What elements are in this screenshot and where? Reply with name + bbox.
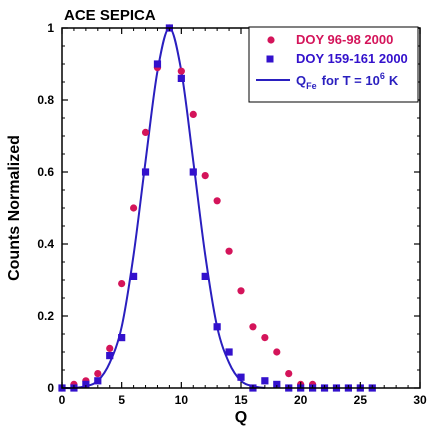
data-point-doy-96-98 [249,323,257,331]
data-point-doy-159-161 [94,377,102,385]
y-axis-label: Counts Normalized [6,135,23,281]
legend-marker-doy-159-161 [266,55,274,63]
x-tick-label: 20 [294,393,308,407]
legend-label-doy-159-161: DOY 159-161 2000 [296,51,408,66]
data-point-doy-159-161 [273,380,281,388]
x-tick-label: 30 [413,393,427,407]
data-point-doy-159-161 [201,272,209,280]
data-point-doy-96-98 [213,197,221,205]
data-point-doy-159-161 [237,373,245,381]
legend-label-doy-96-98: DOY 96-98 2000 [296,32,393,47]
data-point-doy-96-98 [94,370,102,378]
legend-label-end: K [389,73,399,88]
y-tick-label: 0.4 [37,237,54,251]
legend-label-middle: for T = 10 [322,73,380,88]
legend: DOY 96-98 2000 DOY 159-161 2000 QFe for T… [248,26,419,103]
data-point-doy-96-98 [141,128,150,136]
legend-box [248,26,419,103]
x-tick-label: 10 [175,393,189,407]
data-point-doy-96-98 [118,280,126,288]
legend-label-superscript: 6 [380,71,385,81]
x-tick-label: 15 [234,393,248,407]
data-point-doy-96-98 [201,172,209,180]
data-point-doy-96-98 [285,370,293,378]
data-point-doy-96-98 [261,334,269,342]
data-point-doy-96-98 [225,247,233,255]
data-point-doy-96-98 [106,344,114,352]
data-point-doy-159-161 [177,74,185,82]
data-point-doy-159-161 [106,352,114,360]
legend-label-subscript: Fe [306,81,317,91]
y-tick-label: 1 [47,21,54,35]
data-point-doy-96-98 [273,348,281,356]
data-point-doy-159-161 [261,377,269,385]
data-point-doy-96-98 [189,110,197,118]
data-point-doy-159-161 [213,323,221,331]
legend-label-q: Q [296,73,306,88]
data-point-doy-159-161 [141,168,150,176]
x-tick-label: 5 [118,393,125,407]
legend-marker-doy-96-98 [267,36,275,44]
chart-title: ACE SEPICA [64,7,156,24]
data-point-doy-159-161 [130,272,138,280]
data-point-doy-96-98 [177,67,185,75]
data-point-doy-96-98 [237,287,245,295]
data-point-doy-159-161 [153,60,162,68]
legend-label-qfe-model: QFe for T = 106 K [296,71,399,91]
data-point-doy-159-161 [189,168,197,176]
y-tick-label: 0 [47,381,54,395]
x-axis-label: Q [235,409,247,426]
x-tick-label: 25 [354,393,368,407]
y-tick-label: 0.2 [37,309,54,323]
data-point-doy-159-161 [118,334,126,342]
y-tick-label: 0.6 [37,165,54,179]
x-tick-label: 0 [59,393,66,407]
data-point-doy-159-161 [82,380,90,388]
data-point-doy-159-161 [225,348,233,356]
y-tick-label: 0.8 [37,93,54,107]
data-point-doy-96-98 [130,204,138,212]
